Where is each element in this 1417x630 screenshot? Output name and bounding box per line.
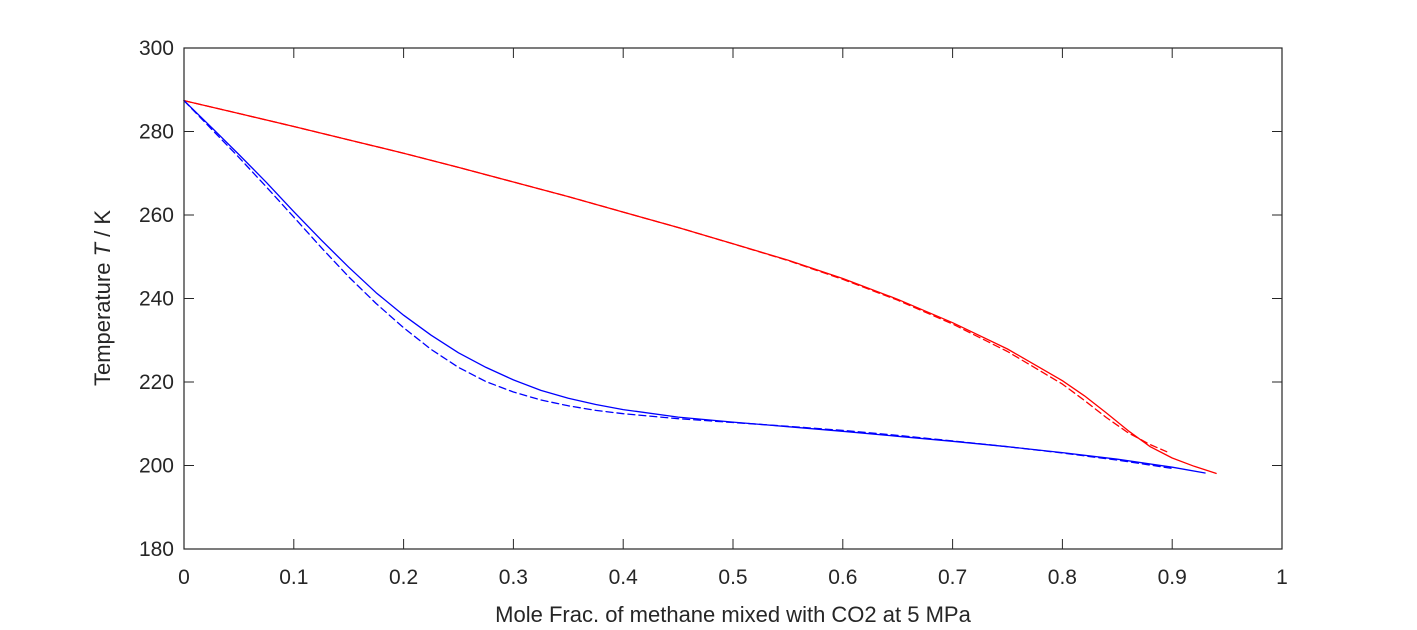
y-axis-ticks: 180 200 220 240 260 280 300 xyxy=(139,37,1282,561)
y-tick-label: 180 xyxy=(139,538,174,561)
x-axis-label: Mole Frac. of methane mixed with CO2 at … xyxy=(495,602,971,627)
x-axis-ticks: 0 0.1 0.2 0.3 0.4 0.5 0.6 0.7 0.8 0.9 1 xyxy=(178,48,1288,589)
series-line-4 xyxy=(183,99,1173,470)
x-tick-label: 0.2 xyxy=(389,566,418,589)
series-layer xyxy=(183,99,1217,475)
x-tick-label: 0.6 xyxy=(828,566,857,589)
y-tick-label: 200 xyxy=(139,455,174,478)
y-axis-label-prefix: Temperature xyxy=(90,256,115,386)
x-tick-label: 0.9 xyxy=(1158,566,1187,589)
y-tick-label: 240 xyxy=(139,288,174,311)
x-tick-label: 0 xyxy=(178,566,190,589)
x-tick-label: 0.4 xyxy=(609,566,639,589)
x-tick-label: 0.3 xyxy=(499,566,528,589)
x-tick-label: 1 xyxy=(1276,566,1288,589)
y-axis-label-variable: T xyxy=(90,241,115,256)
y-axis-label: Temperature T / K xyxy=(90,210,115,386)
series-line-2 xyxy=(183,99,1168,453)
y-axis-label-unit: / K xyxy=(90,210,115,243)
x-tick-label: 0.8 xyxy=(1048,566,1077,589)
y-tick-label: 260 xyxy=(139,204,174,227)
x-tick-label: 0.5 xyxy=(718,566,747,589)
x-tick-label: 0.7 xyxy=(938,566,967,589)
x-tick-label: 0.1 xyxy=(279,566,308,589)
y-tick-label: 220 xyxy=(139,371,174,394)
y-tick-label: 300 xyxy=(139,37,174,60)
y-tick-label: 280 xyxy=(139,121,174,144)
